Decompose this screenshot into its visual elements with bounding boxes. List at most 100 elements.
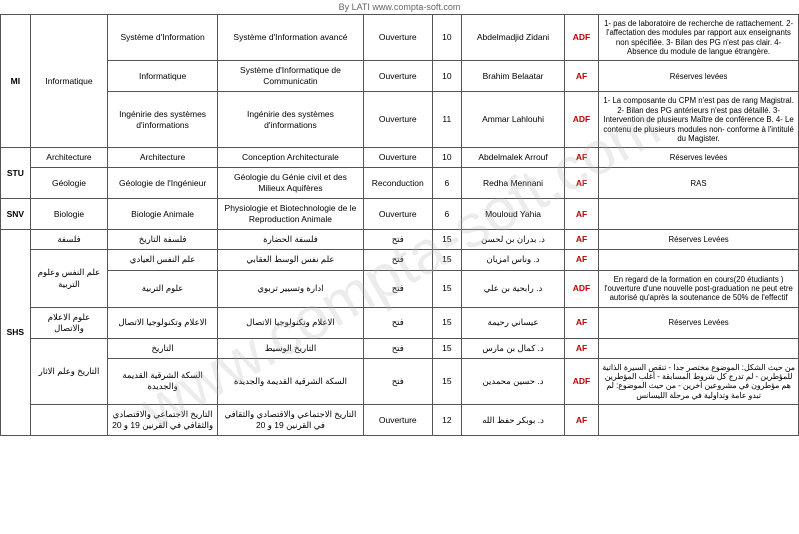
avis-cell: ADF	[564, 270, 598, 307]
capacity-cell: 10	[432, 61, 462, 92]
observation-cell: Réserves Levées	[599, 307, 799, 338]
domain-cell: Géologie	[30, 168, 108, 199]
avis-cell: AF	[564, 148, 598, 168]
courses-table: MIInformatiqueSystème d'InformationSystè…	[0, 14, 799, 436]
type-cell: Ouverture	[364, 92, 432, 148]
domain-cell: التاريخ وعلم الاثار	[30, 338, 108, 404]
type-cell: Ouverture	[364, 148, 432, 168]
responsible-cell: د. كمال بن مارس	[462, 338, 565, 358]
responsible-cell: د. بوبكر حفظ الله	[462, 405, 565, 436]
responsible-cell: Brahim Belaatar	[462, 61, 565, 92]
observation-cell	[599, 199, 799, 230]
spec-cell: علم النفس العيادي	[108, 250, 218, 270]
spec-cell: التاريخ	[108, 338, 218, 358]
type-cell: Ouverture	[364, 405, 432, 436]
table-container: MIInformatiqueSystème d'InformationSystè…	[0, 14, 799, 436]
type-cell: Reconduction	[364, 168, 432, 199]
table-row: علم النفس وعلوم التربيةعلم النفس العيادي…	[1, 250, 799, 270]
option-cell: Système d'Information avancé	[217, 15, 363, 61]
spec-cell: Ingénirie des systèmes d'informations	[108, 92, 218, 148]
type-cell: فتح	[364, 250, 432, 270]
table-row: SNVBiologieBiologie AnimalePhysiologie e…	[1, 199, 799, 230]
option-cell: التاريخ الاجتماعي والاقتصادي والثقافي في…	[217, 405, 363, 436]
faculty-cell: MI	[1, 15, 31, 148]
observation-cell: En regard de la formation en cours(20 ét…	[599, 270, 799, 307]
capacity-cell: 11	[432, 92, 462, 148]
type-cell: فتح	[364, 270, 432, 307]
table-row: GéologieGéologie de l'IngénieurGéologie …	[1, 168, 799, 199]
capacity-cell: 15	[432, 358, 462, 404]
table-row: SHSفلسفةفلسفة التاريخفلسفة الحضارةفتح15د…	[1, 230, 799, 250]
responsible-cell: Ammar Lahlouhi	[462, 92, 565, 148]
spec-cell: السكة الشرقية القديمة والجديدة	[108, 358, 218, 404]
responsible-cell: Mouloud Yahia	[462, 199, 565, 230]
spec-cell: التاريخ الاجتماعي والاقتصادي والثقافي في…	[108, 405, 218, 436]
spec-cell: فلسفة التاريخ	[108, 230, 218, 250]
avis-cell: ADF	[564, 92, 598, 148]
domain-cell: علوم الاعلام والاتصال	[30, 307, 108, 338]
avis-cell: AF	[564, 338, 598, 358]
option-cell: علم نفس الوسط العقابي	[217, 250, 363, 270]
domain-cell: علم النفس وعلوم التربية	[30, 250, 108, 307]
domain-cell: Architecture	[30, 148, 108, 168]
capacity-cell: 10	[432, 148, 462, 168]
option-cell: Géologie du Génie civil et des Milieux A…	[217, 168, 363, 199]
option-cell: الاعلام وتكنولوجيا الاتصال	[217, 307, 363, 338]
type-cell: فتح	[364, 307, 432, 338]
table-row: التاريخ الاجتماعي والاقتصادي والثقافي في…	[1, 405, 799, 436]
domain-cell: فلسفة	[30, 230, 108, 250]
avis-cell: AF	[564, 250, 598, 270]
observation-cell	[599, 250, 799, 270]
table-row: MIInformatiqueSystème d'InformationSystè…	[1, 15, 799, 61]
spec-cell: Architecture	[108, 148, 218, 168]
spec-cell: علوم التربية	[108, 270, 218, 307]
avis-cell: ADF	[564, 358, 598, 404]
capacity-cell: 6	[432, 168, 462, 199]
spec-cell: الاعلام وتكنولوجيا الاتصال	[108, 307, 218, 338]
table-row: علوم التربيةادارة وتسيير تربويفتح15د. را…	[1, 270, 799, 307]
domain-cell	[30, 405, 108, 436]
responsible-cell: عيساني رحيمة	[462, 307, 565, 338]
capacity-cell: 15	[432, 307, 462, 338]
faculty-cell: SNV	[1, 199, 31, 230]
responsible-cell: د. حسين محمدين	[462, 358, 565, 404]
spec-cell: Biologie Animale	[108, 199, 218, 230]
capacity-cell: 15	[432, 250, 462, 270]
domain-cell: Informatique	[30, 15, 108, 148]
option-cell: ادارة وتسيير تربوي	[217, 270, 363, 307]
table-row: علوم الاعلام والاتصالالاعلام وتكنولوجيا …	[1, 307, 799, 338]
responsible-cell: د. وناس امزيان	[462, 250, 565, 270]
type-cell: Ouverture	[364, 15, 432, 61]
type-cell: فتح	[364, 358, 432, 404]
avis-cell: AF	[564, 307, 598, 338]
table-row: السكة الشرقية القديمة والجديدةالسكة الشر…	[1, 358, 799, 404]
observation-cell: Réserves levées	[599, 148, 799, 168]
observation-cell	[599, 405, 799, 436]
observation-cell: RAS	[599, 168, 799, 199]
option-cell: فلسفة الحضارة	[217, 230, 363, 250]
observation-cell: Réserves Levées	[599, 230, 799, 250]
spec-cell: Géologie de l'Ingénieur	[108, 168, 218, 199]
observation-cell: 1- La composante du CPM n'est pas de ran…	[599, 92, 799, 148]
avis-cell: AF	[564, 168, 598, 199]
domain-cell: Biologie	[30, 199, 108, 230]
capacity-cell: 10	[432, 15, 462, 61]
option-cell: Conception Architecturale	[217, 148, 363, 168]
type-cell: فتح	[364, 338, 432, 358]
observation-cell: من حيث الشكل: الموضوع مختصر جدا - تنقص ا…	[599, 358, 799, 404]
option-cell: السكة الشرقية القديمة والجديدة	[217, 358, 363, 404]
spec-cell: Système d'Information	[108, 15, 218, 61]
faculty-cell: SHS	[1, 230, 31, 436]
type-cell: Ouverture	[364, 199, 432, 230]
avis-cell: AF	[564, 405, 598, 436]
avis-cell: ADF	[564, 15, 598, 61]
responsible-cell: Abdelmadjid Zidani	[462, 15, 565, 61]
avis-cell: AF	[564, 230, 598, 250]
type-cell: Ouverture	[364, 61, 432, 92]
observation-cell: Réserves levées	[599, 61, 799, 92]
table-row: InformatiqueSystème d'Informatique de Co…	[1, 61, 799, 92]
responsible-cell: Abdelmalek Arrouf	[462, 148, 565, 168]
capacity-cell: 15	[432, 270, 462, 307]
option-cell: التاريخ الوسيط	[217, 338, 363, 358]
responsible-cell: Redha Mennani	[462, 168, 565, 199]
